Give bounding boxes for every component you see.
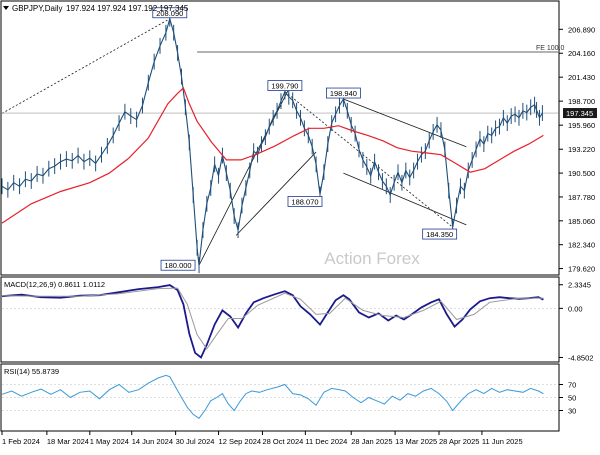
macd-signal-line (1, 287, 544, 350)
dropdown-triangle-icon[interactable] (3, 6, 9, 10)
price-label-box (160, 259, 196, 271)
chart-header: GBPJPY,Daily 197.924 197.924 197.192 197… (3, 4, 189, 13)
rsi-tick-label: 30 (568, 407, 576, 416)
price-label-box (152, 7, 188, 19)
x-tick-label: 1 May 2024 (90, 437, 129, 446)
x-axis: 1 Feb 2024 18 Mar 2024 1 May 2024 14 Jun 20… (1, 431, 523, 446)
fib-extension-label: FE 100.0 (536, 45, 565, 52)
price-series-group (1, 10, 544, 274)
price-label: 180.000 (164, 261, 191, 270)
channel-line (343, 172, 467, 226)
price-label-box (267, 80, 303, 91)
price-panel-frame (0, 0, 560, 276)
macd-tick-label: 2.3345 (568, 281, 591, 290)
price-label: 208.090 (156, 9, 183, 18)
price-label: 184.350 (426, 230, 453, 239)
macd-tick-label: -4.8502 (568, 353, 593, 362)
x-tick-label: 1 Feb 2024 (2, 437, 40, 446)
rsi-series-group (1, 374, 544, 419)
current-price-label: 197.345 (566, 109, 593, 118)
price-tick-label: 185.060 (568, 217, 595, 226)
price-tick-label: 195.960 (568, 121, 595, 130)
rsi-tick-label: 70 (568, 381, 576, 390)
price-tick-label: 201.430 (568, 73, 595, 82)
price-axis-ticks: 206.890 204.160 201.430 198.700 195.960 193.2… (559, 25, 595, 274)
price-tick-label: 198.700 (568, 97, 595, 106)
x-tick-label: 28 Apr 2025 (439, 437, 479, 446)
x-tick-label: 11 Jun 2025 (482, 437, 523, 446)
macd-main-line (1, 284, 544, 359)
price-label: 198.940 (330, 89, 357, 98)
x-tick-label: 13 Mar 2025 (395, 437, 437, 446)
macd-series-group (1, 284, 544, 359)
current-price-tag (563, 108, 597, 119)
rsi-axis-ticks: 70 50 30 (2, 381, 576, 416)
x-tick-label: 30 Jul 2024 (176, 437, 215, 446)
ohlc-readout: 197.924 197.924 197.192 197.345 (66, 4, 189, 13)
price-tick-label: 193.220 (568, 145, 595, 154)
x-tick-label: 12 Sep 2024 (219, 437, 262, 446)
price-label-box (326, 87, 361, 99)
price-label: 199.790 (271, 82, 298, 91)
x-tick-label: 18 Mar 2024 (47, 437, 89, 446)
watermark: Action Forex (324, 249, 420, 268)
price-label-box (287, 196, 323, 207)
price-tick-label: 187.780 (568, 193, 595, 202)
channel-line (343, 98, 467, 148)
macd-axis-ticks: 2.3345 0.00 -4.8502 (2, 281, 593, 362)
channel-line (198, 85, 292, 266)
price-tick-label: 179.620 (568, 265, 595, 274)
price-drawing-lines (1, 18, 558, 266)
price-tick-label: 190.500 (568, 169, 595, 178)
rsi-tick-label: 50 (568, 394, 576, 403)
price-tick-label: 182.340 (568, 241, 595, 250)
channel-line (235, 151, 317, 236)
x-tick-label: 14 Jun 2024 (132, 437, 173, 446)
x-tick-label: 11 Dec 2024 (305, 437, 347, 446)
macd-panel-frame (0, 276, 560, 363)
macd-title: MACD(12,26,9) 0.8611 1.0112 (4, 280, 105, 289)
fib-dashed-line (1, 18, 170, 114)
rsi-line (1, 374, 544, 419)
rsi-title: RSI(14) 55.8739 (4, 367, 59, 376)
price-label-box (422, 228, 458, 240)
macd-tick-label: 0.00 (568, 304, 583, 313)
price-tick-label: 204.160 (568, 49, 595, 58)
price-annotations: 208.090 199.790 198.940 188.070 184.350 180.0… (152, 7, 597, 271)
symbol-title: GBPJPY,Daily (12, 4, 63, 13)
moving-average-line (1, 86, 544, 224)
price-label: 188.070 (291, 197, 318, 206)
x-tick-label: 28 Oct 2024 (262, 437, 303, 446)
x-tick-label: 28 Jan 2025 (351, 437, 392, 446)
price-tick-label: 206.890 (568, 25, 595, 34)
